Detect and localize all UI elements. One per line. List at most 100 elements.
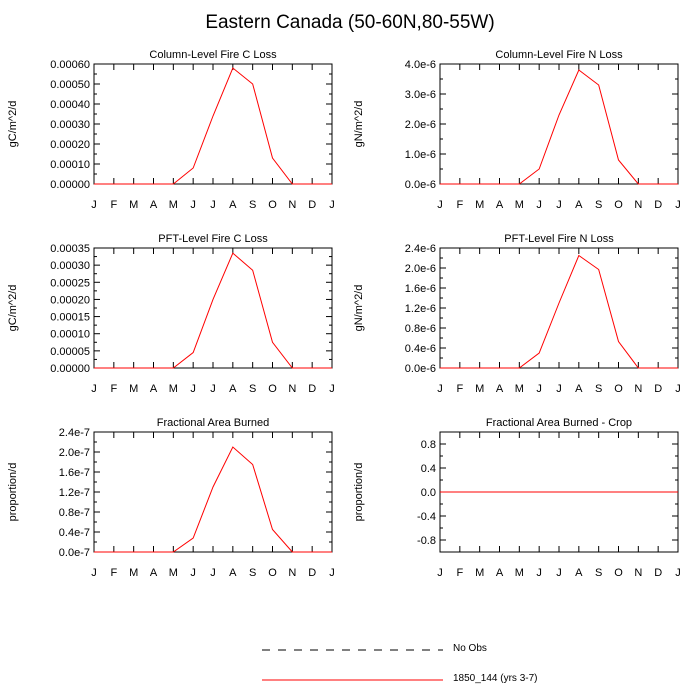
legend-model-label: 1850_144 (yrs 3-7)	[453, 673, 538, 684]
y-tick-label: 2.0e-7	[59, 447, 90, 459]
y-tick-label: 0.00000	[50, 179, 90, 191]
legend-obs-label: No Obs	[453, 643, 487, 654]
y-tick-label: 0.00015	[50, 312, 90, 324]
x-tick-label: M	[475, 567, 484, 579]
y-tick-label: 0.00005	[50, 346, 90, 358]
y-tick-label: 0.0e-6	[405, 179, 436, 191]
y-tick-label: 2.0e-6	[405, 119, 436, 131]
x-tick-label: J	[329, 199, 335, 211]
y-axis-label: gN/m^2/d	[353, 285, 365, 332]
x-tick-label: A	[575, 383, 583, 395]
y-tick-label: 0.00030	[50, 119, 90, 131]
x-tick-label: M	[169, 383, 178, 395]
x-tick-label: F	[456, 567, 463, 579]
x-tick-label: D	[308, 199, 316, 211]
x-tick-label: J	[210, 567, 216, 579]
x-tick-label: S	[249, 199, 256, 211]
x-tick-label: J	[675, 383, 681, 395]
x-tick-label: J	[536, 199, 542, 211]
x-tick-label: A	[496, 199, 504, 211]
x-tick-label: J	[437, 199, 443, 211]
x-tick-label: S	[595, 199, 602, 211]
y-tick-label: 1.2e-6	[405, 303, 436, 315]
x-tick-label: A	[150, 567, 158, 579]
x-tick-label: A	[229, 567, 237, 579]
chart-panel-6: Fractional Area Burned - Crop proportion/…	[353, 417, 681, 579]
y-tick-label: 1.2e-7	[59, 487, 90, 499]
x-tick-label: F	[456, 383, 463, 395]
x-tick-label: N	[288, 199, 296, 211]
y-axis-label: proportion/d	[7, 463, 19, 522]
x-tick-label: M	[515, 383, 524, 395]
x-tick-label: D	[654, 199, 662, 211]
plot-frame	[439, 247, 679, 369]
x-tick-label: O	[268, 567, 277, 579]
series-line	[440, 254, 678, 369]
panel-title: PFT-Level Fire N Loss	[504, 233, 614, 245]
x-tick-label: O	[614, 567, 623, 579]
x-tick-label: A	[496, 383, 504, 395]
y-tick-label: 0.8e-7	[59, 507, 90, 519]
x-tick-label: J	[91, 383, 97, 395]
y-tick-label: 0.00020	[50, 294, 90, 306]
x-tick-label: J	[437, 383, 443, 395]
x-tick-label: S	[249, 567, 256, 579]
series-line	[94, 446, 332, 553]
x-tick-label: D	[654, 383, 662, 395]
y-tick-label: 0.4e-6	[405, 343, 436, 355]
x-tick-label: N	[634, 383, 642, 395]
x-tick-label: S	[249, 383, 256, 395]
y-tick-label: 1.6e-7	[59, 467, 90, 479]
panel-title: Column-Level Fire C Loss	[149, 49, 277, 61]
x-tick-label: O	[268, 383, 277, 395]
y-tick-label: -0.8	[417, 535, 436, 547]
series-line	[94, 252, 332, 369]
x-tick-label: S	[595, 383, 602, 395]
x-tick-label: J	[329, 567, 335, 579]
panel-title: Fractional Area Burned	[157, 417, 270, 429]
x-tick-label: M	[515, 199, 524, 211]
x-tick-label: N	[634, 199, 642, 211]
x-tick-label: F	[110, 199, 117, 211]
y-tick-label: 3.0e-6	[405, 89, 436, 101]
x-tick-label: A	[150, 199, 158, 211]
x-tick-label: M	[169, 199, 178, 211]
y-tick-label: 0.0e-7	[59, 547, 90, 559]
x-tick-label: A	[575, 199, 583, 211]
y-tick-label: 0.0e-6	[405, 363, 436, 375]
plot-frame	[93, 63, 333, 185]
x-tick-label: J	[190, 199, 196, 211]
y-tick-label: 0.8	[421, 439, 436, 451]
x-tick-label: D	[654, 567, 662, 579]
x-tick-label: J	[675, 567, 681, 579]
y-tick-label: 0.00010	[50, 329, 90, 341]
x-tick-label: N	[634, 567, 642, 579]
panel-title: Fractional Area Burned - Crop	[486, 417, 632, 429]
y-tick-label: 0.00000	[50, 363, 90, 375]
x-tick-label: F	[456, 199, 463, 211]
x-tick-label: D	[308, 567, 316, 579]
plot-frame	[93, 431, 333, 553]
x-tick-label: J	[556, 567, 562, 579]
x-tick-label: J	[91, 199, 97, 211]
x-tick-label: J	[190, 383, 196, 395]
x-tick-label: J	[190, 567, 196, 579]
y-tick-label: 0.00050	[50, 79, 90, 91]
plot-frame	[439, 63, 679, 185]
x-tick-label: M	[129, 199, 138, 211]
panel-title: Column-Level Fire N Loss	[495, 49, 623, 61]
x-tick-label: F	[110, 383, 117, 395]
y-tick-label: 0.8e-6	[405, 323, 436, 335]
series-line	[94, 67, 332, 185]
y-tick-label: 0.00020	[50, 139, 90, 151]
y-tick-label: 0.00010	[50, 159, 90, 171]
y-tick-label: 0.00035	[50, 243, 90, 255]
x-tick-label: A	[229, 199, 237, 211]
x-tick-label: A	[575, 567, 583, 579]
x-tick-label: J	[91, 567, 97, 579]
x-tick-label: D	[308, 383, 316, 395]
